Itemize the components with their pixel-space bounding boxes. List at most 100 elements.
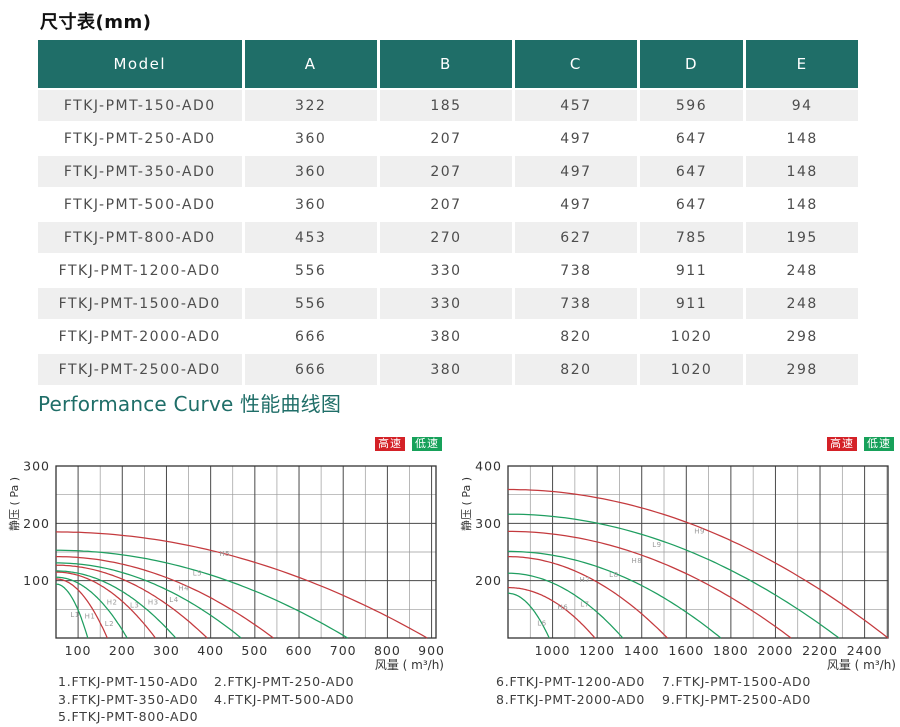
curve-H1 [55,578,108,639]
table-cell: 380 [378,353,516,387]
table-cell: 785 [638,221,747,255]
table-cell: 738 [513,254,640,288]
model-legend-item: 7.FTKJ-PMT-1500-AD0 [662,674,812,689]
table-cell: 148 [744,122,858,156]
curve-label-L8: L8 [609,571,618,579]
table-row: FTKJ-PMT-2500-AD0 666 380 820 1020 298 [38,353,858,387]
table-cell: 207 [378,155,516,189]
x-tick-label: 1600 [668,643,704,658]
table-cell: 360 [243,155,380,189]
x-axis-label: 风量 ( m³/h) [375,658,444,672]
table-cell: FTKJ-PMT-500-AD0 [38,188,245,222]
y-tick-label: 300 [23,459,50,474]
table-cell: 497 [513,188,640,222]
table-header-cell: D [638,40,747,90]
curve-H3 [56,564,208,639]
curve-label-L2: L2 [105,620,114,628]
table-row: FTKJ-PMT-150-AD0 322 185 457 596 94 [38,89,858,123]
table-cell: 185 [378,89,516,123]
curve-L1 [56,583,89,639]
table-cell: 1020 [638,353,747,387]
curve-label-H5: H5 [219,550,230,558]
model-legend-item: 2.FTKJ-PMT-250-AD0 [214,674,355,689]
table-row: FTKJ-PMT-250-AD0 360 207 497 647 148 [38,122,858,156]
y-tick-label: 400 [475,459,502,474]
table-cell: 270 [378,221,516,255]
curve-L7 [508,572,624,639]
performance-chart-left: 100 200 300 400 500 600 700 800 900 100 200 300 L1 H1… [8,459,445,673]
table-cell: 911 [638,287,747,321]
table-cell: 207 [378,122,516,156]
table-cell: 360 [243,122,380,156]
table-cell: 457 [513,89,640,123]
model-legend-item: 6.FTKJ-PMT-1200-AD0 [496,674,646,689]
curve-label-L1: L1 [70,611,79,619]
table-cell: 647 [638,188,747,222]
header-row: Model A B C D E [38,40,858,90]
table-cell: 453 [243,221,380,255]
curve-H6 [507,586,596,639]
x-axis-label: 风量 ( m³/h) [827,658,896,672]
high-speed-badge: 高速 [827,437,857,451]
dimension-table-title: 尺寸表(mm) [40,12,152,33]
y-tick-label: 200 [23,516,50,531]
table-cell: FTKJ-PMT-1500-AD0 [38,287,245,321]
table-row: FTKJ-PMT-1200-AD0 556 330 738 911 248 [38,254,858,288]
low-speed-badge: 低速 [864,437,894,451]
model-legend-item: 3.FTKJ-PMT-350-AD0 [58,691,199,707]
curve-label-H4: H4 [178,584,189,592]
table-cell: 556 [243,254,380,288]
low-speed-badge: 低速 [412,437,442,451]
x-tick-label: 1400 [624,643,660,658]
y-axis-label: 静压 ( Pa ) [460,477,473,531]
performance-chart-right: 1000 1200 1400 1600 1800 2000 2200 2400 200 300 40… [460,459,896,673]
curve-L4 [56,562,242,639]
speed-legend: 高速 低速 [827,437,894,451]
curve-label-L7: L7 [580,600,589,608]
table-row: FTKJ-PMT-2000-AD0 666 380 820 1020 298 [38,320,858,354]
table-cell: FTKJ-PMT-2500-AD0 [38,353,245,387]
table-cell: 627 [513,221,640,255]
table-cell: 195 [744,221,858,255]
table-cell: 666 [243,353,380,387]
table-cell: 380 [378,320,516,354]
curve-label-L4: L4 [169,596,178,604]
x-tick-label: 600 [286,643,313,658]
x-tick-label: 800 [374,643,401,658]
table-cell: 820 [513,320,640,354]
curve-label-H6: H6 [557,603,568,611]
curve-label-H8: H8 [631,557,642,565]
table-cell: 298 [744,320,858,354]
table-header-cell: A [243,40,380,90]
x-tick-label: 500 [241,643,268,658]
curve-L9 [508,513,840,639]
table-cell: 596 [638,89,747,123]
x-tick-label: 2400 [847,643,883,658]
table-header-cell: Model [38,40,245,90]
curve-L6 [508,592,550,639]
curve-label-L3: L3 [130,602,139,610]
table-cell: 207 [378,188,516,222]
curve-H5 [55,531,428,639]
curve-label-L6: L6 [537,619,546,627]
x-tick-label: 400 [197,643,224,658]
table-cell: 497 [513,122,640,156]
curve-H8 [508,530,792,639]
table-cell: 322 [243,89,380,123]
y-tick-label: 300 [475,516,502,531]
x-tick-label: 700 [330,643,357,658]
curve-label-H1: H1 [85,613,96,621]
x-tick-label: 900 [418,643,445,658]
table-cell: 738 [513,287,640,321]
x-tick-label: 2200 [802,643,838,658]
x-tick-label: 300 [153,643,180,658]
y-axis-label: 静压 ( Pa ) [8,477,21,531]
curve-L2 [56,576,128,639]
curve-H4 [56,555,274,639]
curve-H7 [508,555,668,639]
curve-L5 [56,549,348,639]
table-cell: 1020 [638,320,747,354]
table-cell: 647 [638,155,747,189]
table-cell: FTKJ-PMT-250-AD0 [38,122,245,156]
